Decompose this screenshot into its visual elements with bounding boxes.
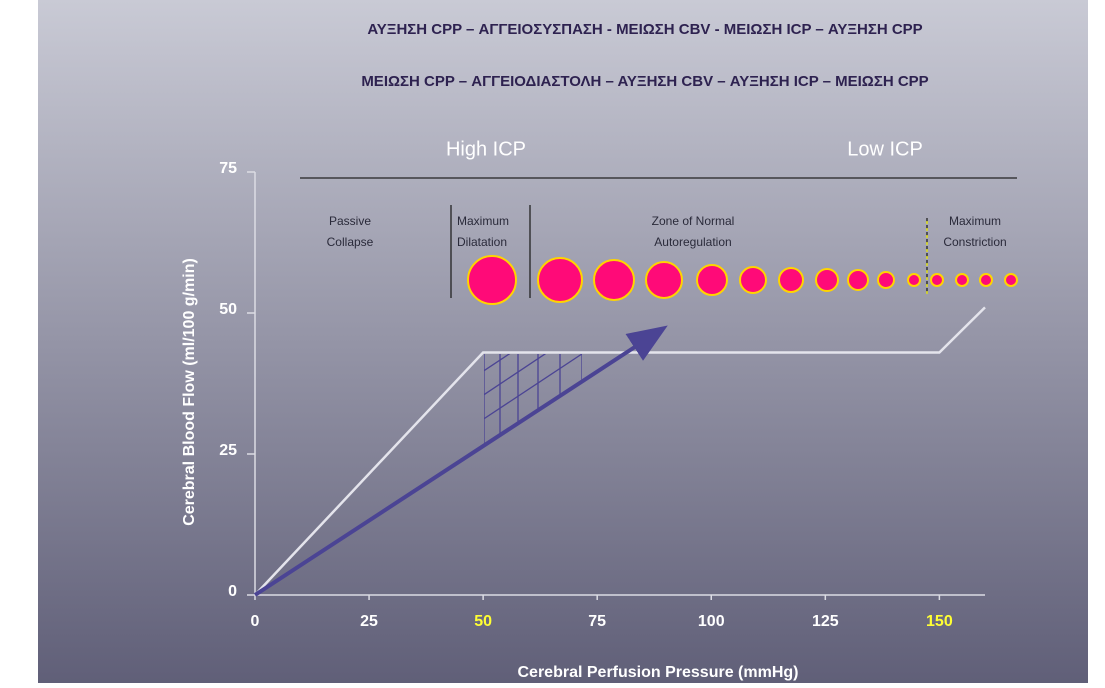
zone-label: High ICP <box>446 138 526 160</box>
vessel <box>646 262 682 298</box>
annotation: Constriction <box>943 235 1006 249</box>
y-tick-label: 0 <box>228 583 237 600</box>
vessel <box>740 267 766 293</box>
x-tick-label: 125 <box>812 613 839 630</box>
vessel <box>980 274 992 286</box>
header-line: ΜΕΙΩΣΗ CPP – ΑΓΓΕΙΟΔΙΑΣΤΟΛΗ – ΑΥΞΗΣΗ CBV… <box>361 73 928 90</box>
zone-label: Low ICP <box>847 138 923 160</box>
vessel <box>908 274 920 286</box>
y-tick-label: 75 <box>219 160 237 177</box>
vessel <box>956 274 968 286</box>
vessel <box>816 269 838 291</box>
annotation: Maximum <box>949 214 1001 228</box>
x-tick-label: 25 <box>360 613 378 630</box>
vessel <box>1005 274 1017 286</box>
annotation: Maximum <box>457 214 509 228</box>
x-tick-label: 75 <box>588 613 606 630</box>
vessel <box>594 260 634 300</box>
vessel <box>878 272 894 288</box>
x-tick-label: 100 <box>698 613 725 630</box>
annotation: Autoregulation <box>654 235 731 249</box>
annotation: Passive <box>329 214 371 228</box>
x-axis-label: Cerebral Perfusion Pressure (mmHg) <box>518 664 799 681</box>
y-tick-label: 50 <box>219 301 237 318</box>
annotation: Zone of Normal <box>652 214 735 228</box>
slide: ΑΥΞΗΣΗ CPP – ΑΓΓΕΙΟΣΥΣΠΑΣΗ - ΜΕΙΩΣΗ CBV … <box>0 0 1105 683</box>
y-tick-label: 25 <box>219 442 237 459</box>
annotation: Collapse <box>327 235 374 249</box>
x-tick-label: 50 <box>474 613 492 630</box>
vessel <box>468 256 516 304</box>
x-tick-label: 0 <box>251 613 260 630</box>
vessel <box>779 268 803 292</box>
x-tick-label: 150 <box>926 613 953 630</box>
vessel <box>538 258 582 302</box>
annotation: Dilatation <box>457 235 507 249</box>
vessel <box>848 270 868 290</box>
vessel <box>697 265 727 295</box>
header-line: ΑΥΞΗΣΗ CPP – ΑΓΓΕΙΟΣΥΣΠΑΣΗ - ΜΕΙΩΣΗ CBV … <box>367 21 922 38</box>
vessel <box>931 274 943 286</box>
y-axis-label: Cerebral Blood Flow (ml/100 g/min) <box>181 258 198 526</box>
